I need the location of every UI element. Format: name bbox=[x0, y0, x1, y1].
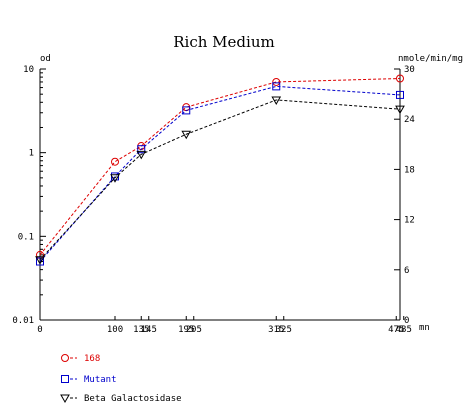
legend-label: Beta Galactosidase bbox=[84, 394, 182, 404]
data-point bbox=[111, 157, 119, 166]
legend-marker bbox=[61, 375, 69, 383]
x-tick-label: 195 bbox=[178, 325, 194, 335]
x-tick-label: 315 bbox=[268, 325, 284, 335]
data-point bbox=[182, 106, 191, 115]
x-tick-label: 145 bbox=[141, 325, 157, 335]
data-point bbox=[110, 174, 120, 183]
x-tick-label: 0 bbox=[37, 325, 42, 335]
series-2 bbox=[36, 82, 404, 266]
legend: 168 Mutant Beta Galactosidase bbox=[60, 354, 182, 404]
series-3 bbox=[35, 96, 405, 265]
data-point bbox=[137, 145, 146, 154]
x-tick-label: 475 bbox=[388, 325, 404, 335]
legend-marker bbox=[60, 394, 70, 404]
legend-marker bbox=[61, 354, 69, 362]
x-tick-label: 135 bbox=[133, 325, 149, 335]
left-axis-label: od bbox=[40, 54, 51, 64]
series-line bbox=[39, 85, 401, 262]
data-point bbox=[396, 90, 404, 99]
left-tick-label: 0.01 bbox=[12, 316, 34, 326]
data-point bbox=[272, 77, 281, 86]
data-point bbox=[35, 256, 45, 265]
series-line bbox=[39, 99, 401, 261]
data-point bbox=[181, 130, 192, 140]
legend-item: Beta Galactosidase bbox=[60, 394, 182, 404]
left-tick-label: 10 bbox=[23, 65, 34, 75]
legend-label: Mutant bbox=[84, 375, 117, 385]
x-tick-label: 100 bbox=[107, 325, 123, 335]
data-point bbox=[136, 150, 147, 160]
data-point bbox=[395, 105, 405, 115]
x-tick-label: 205 bbox=[186, 325, 202, 335]
left-tick-label: 0.1 bbox=[18, 232, 34, 242]
chart-title: Rich Medium bbox=[173, 33, 274, 51]
data-point bbox=[272, 82, 281, 91]
x-tick-label: 325 bbox=[276, 325, 292, 335]
data-point bbox=[396, 74, 404, 83]
right-axis-label: nmole/min/mg bbox=[398, 54, 463, 64]
x-axis-unit-label: mn bbox=[419, 323, 430, 333]
legend-label: 168 bbox=[84, 354, 100, 364]
data-point bbox=[36, 257, 44, 266]
legend-item: Mutant bbox=[61, 375, 117, 385]
right-tick-label: 18 bbox=[404, 165, 415, 175]
series-layer bbox=[35, 74, 405, 266]
right-tick-label: 12 bbox=[404, 216, 415, 226]
legend-item: 168 bbox=[61, 354, 100, 364]
data-point bbox=[271, 96, 282, 105]
right-tick-label: 0 bbox=[404, 316, 409, 326]
right-tick-label: 30 bbox=[404, 65, 415, 75]
right-tick-label: 24 bbox=[404, 115, 415, 125]
x-tick-label: 485 bbox=[396, 325, 412, 335]
left-tick-label: 1 bbox=[29, 149, 34, 159]
series-1 bbox=[36, 74, 404, 259]
right-tick-label: 6 bbox=[404, 266, 409, 276]
